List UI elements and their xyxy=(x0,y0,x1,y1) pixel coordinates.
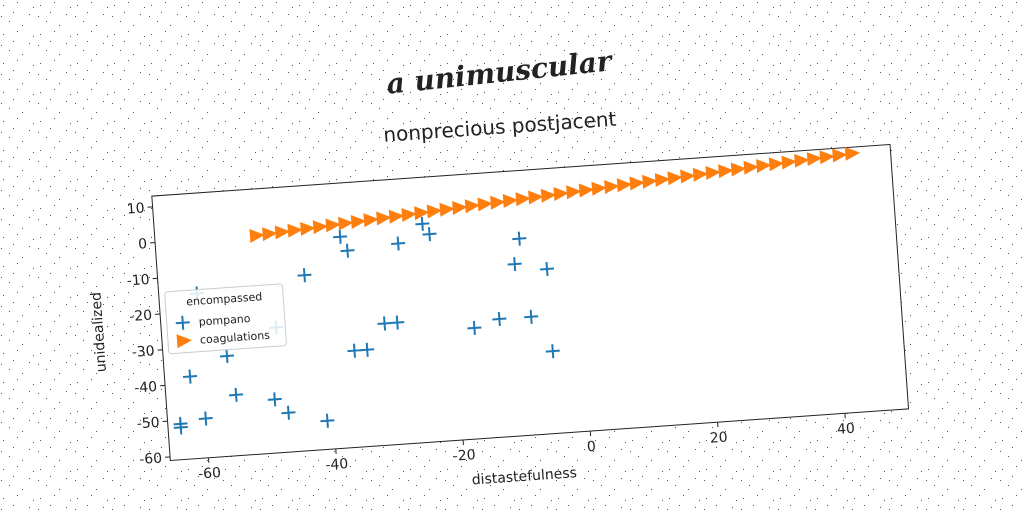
y-tick-label: 10 xyxy=(126,200,145,217)
x-tick-label: -40 xyxy=(325,456,349,474)
y-tick-label: -40 xyxy=(134,379,158,397)
x-tick-label: 0 xyxy=(586,439,596,456)
y-tick-label: -60 xyxy=(139,450,163,468)
y-tick-label: 0 xyxy=(138,236,148,253)
y-tick-label: -50 xyxy=(136,415,160,433)
x-tick-label: -20 xyxy=(452,447,476,465)
y-tick-label: -10 xyxy=(126,272,150,290)
y-tick-label: -20 xyxy=(129,308,153,326)
x-tick-label: 20 xyxy=(709,430,728,447)
x-tick-label: -60 xyxy=(198,465,222,483)
y-tick-label: -30 xyxy=(131,343,155,361)
x-tick-label: 40 xyxy=(837,421,856,438)
